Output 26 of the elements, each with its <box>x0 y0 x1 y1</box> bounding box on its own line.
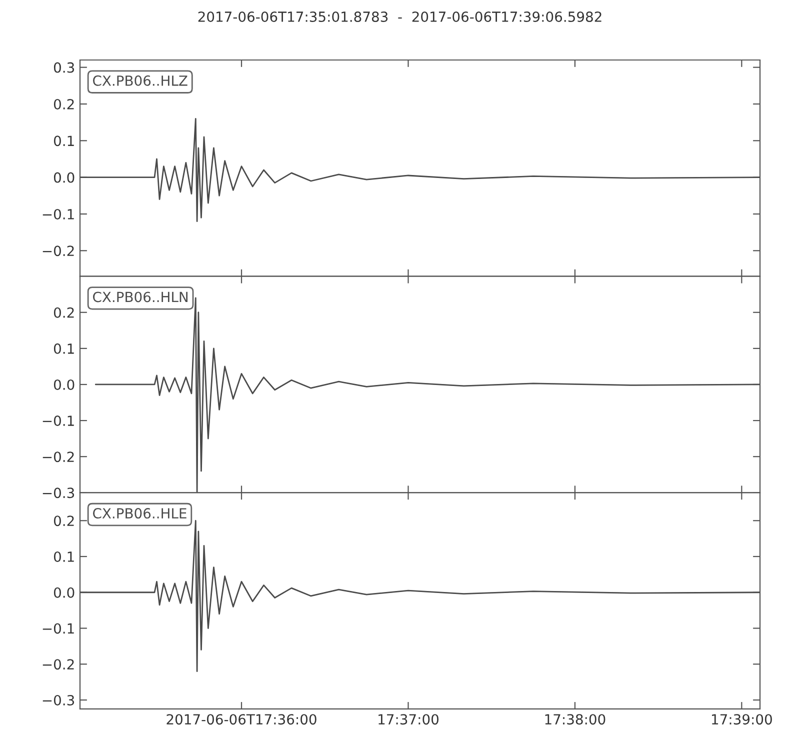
y-tick-label: −0.1 <box>42 623 74 634</box>
y-tick-label: 0.2 <box>54 98 74 110</box>
series-label: CX.PB06..HLE <box>93 508 186 519</box>
y-tick-label: −0.3 <box>42 488 74 498</box>
y-tick-label: −0.2 <box>42 452 74 462</box>
x-tick-label: 2017-06-06T17:36:00 <box>166 714 316 725</box>
series-label: CX.PB06..HLN <box>93 292 188 302</box>
x-tick-label: 17:38:00 <box>545 714 606 725</box>
y-tick-label: −0.2 <box>42 659 74 670</box>
y-tick-label: −0.1 <box>42 208 74 220</box>
text: CX.PB06..HLZ <box>93 75 188 86</box>
y-tick-label: 0.0 <box>54 379 74 390</box>
y-tick-label: −0.2 <box>42 246 74 256</box>
y-tick-label: −0.3 <box>42 694 74 706</box>
y-tick-label: 0.1 <box>54 343 74 354</box>
y-tick-label: 0.1 <box>54 551 74 562</box>
y-tick-label: 0.2 <box>54 516 74 526</box>
y-tick-label: 0.2 <box>54 307 74 318</box>
y-tick-label: −0.1 <box>42 416 74 426</box>
y-tick-label: 0.0 <box>54 172 74 183</box>
y-tick-label: 0.0 <box>54 587 74 598</box>
y-tick-label: 0.1 <box>54 136 74 146</box>
chart-title: 2017-06-06T17:35:01.8783 - 2017-06-06T17:39:06.5982 <box>198 11 602 22</box>
x-tick-label: 17:39:00 <box>712 714 772 725</box>
y-tick-label: 0.3 <box>54 62 74 73</box>
x-tick-label: 17:37:00 <box>378 714 438 725</box>
